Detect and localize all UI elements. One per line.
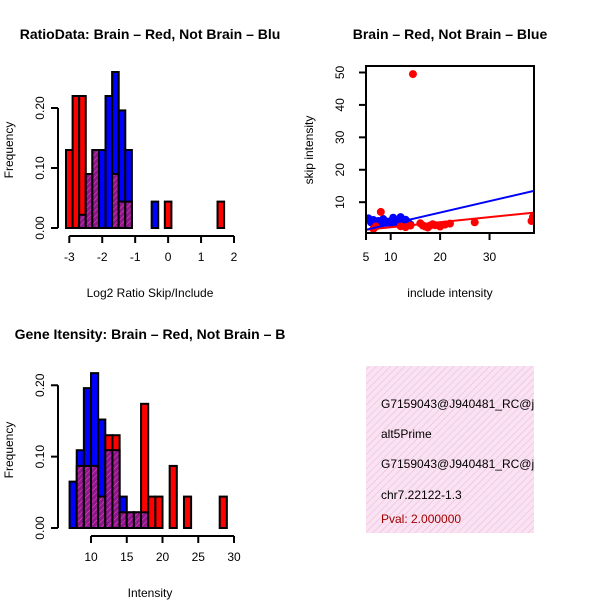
scatter-point-brain xyxy=(376,207,385,216)
scatter-chart-title: Brain – Red, Not Brain – Blue xyxy=(353,26,548,42)
ratio-bar-overlap-hatch xyxy=(86,175,92,227)
ratio-bar-overlap-hatch xyxy=(119,202,125,227)
scatter-x-tick-label: 30 xyxy=(483,250,497,264)
intensity-bar-overlap-hatch xyxy=(92,466,98,527)
scatter-y-axis-label: skip intensity xyxy=(302,116,316,185)
intensity-bar-brain xyxy=(218,495,228,530)
intensity-bar-overlap-hatch xyxy=(127,513,133,527)
intensity-bar-overlap-hatch xyxy=(113,451,119,527)
scatter-y-tick-label: 10 xyxy=(333,195,347,209)
ratio-x-tick-label: 2 xyxy=(231,250,238,264)
scatter-points xyxy=(366,70,534,233)
info-event-type: alt5Prime xyxy=(381,427,432,441)
info-probe-id-2: G7159043@J940481_RC@j_at xyxy=(381,457,551,471)
intensity-scatter: Brain – Red, Not Brain – Blue 5 10 20 30 10 2… xyxy=(302,26,547,300)
ratio-bar-overlap-hatch xyxy=(113,175,118,227)
ratio-x-tick-label: -2 xyxy=(97,250,108,264)
ratio-x-tick-label: 1 xyxy=(198,250,205,264)
scatter-axes: 5 10 20 30 10 20 30 40 50 xyxy=(333,65,497,264)
intensity-bar-overlap-hatch xyxy=(77,466,83,527)
scatter-x-tick-label: 10 xyxy=(384,250,398,264)
intensity-y-axis-label: Frequency xyxy=(2,422,16,479)
intensity-x-tick-label: 20 xyxy=(156,550,170,564)
ratio-bar-overlap-hatch xyxy=(93,151,98,227)
ratio-x-tick-label: -1 xyxy=(130,250,141,264)
intensity-bar-brain xyxy=(182,495,193,530)
scatter-y-tick-label: 40 xyxy=(333,98,347,112)
info-panel-background xyxy=(366,366,534,533)
intensity-histogram: Gene Itensity: Brain – Red, Not Brain – … xyxy=(2,326,285,600)
intensity-bar-overlap-hatch xyxy=(120,513,126,527)
scatter-x-tick-label: 5 xyxy=(363,250,370,264)
intensity-y-tick-label: 0.10 xyxy=(33,445,47,469)
ratio-chart-title: RatioData: Brain – Red, Not Brain – Blu xyxy=(20,26,281,42)
ratio-axes: -3 -2 -1 0 1 2 0.00 0.10 0.20 xyxy=(33,96,238,264)
scatter-x-axis-label: include intensity xyxy=(407,286,492,300)
scatter-y-tick-label: 30 xyxy=(333,130,347,144)
intensity-x-tick-label: 30 xyxy=(227,550,241,564)
scatter-y-tick-label: 50 xyxy=(333,65,347,79)
ratio-x-tick-label: -3 xyxy=(64,250,75,264)
scatter-fit-line-brain xyxy=(366,211,534,231)
ratio-bar-brain xyxy=(216,200,226,230)
scatter-fit-line-not-brain xyxy=(366,189,534,231)
ratio-bar-not-brain xyxy=(150,200,160,230)
intensity-bar-brain xyxy=(168,464,178,529)
ratio-y-tick-label: 0.00 xyxy=(33,216,47,240)
intensity-bar-overlap-hatch xyxy=(84,466,91,527)
scatter-point-brain xyxy=(470,218,479,227)
info-probe-id: G7159043@J940481_RC@j_at xyxy=(381,397,551,411)
intensity-x-axis-label: Intensity xyxy=(128,586,173,600)
intensity-axes: 10 15 20 25 30 0.00 0.10 0.20 xyxy=(33,373,241,564)
intensity-bars xyxy=(68,372,228,530)
ratio-bar-overlap-hatch xyxy=(126,202,131,227)
ratio-x-tick-label: 0 xyxy=(165,250,172,264)
intensity-bar-not-brain xyxy=(68,480,78,529)
intensity-bar-overlap-hatch xyxy=(134,513,141,527)
scatter-point-brain xyxy=(529,212,534,221)
ratio-y-tick-label: 0.10 xyxy=(33,156,47,180)
ratio-bars xyxy=(65,71,226,230)
intensity-chart-title: Gene Itensity: Brain – Red, Not Brain – … xyxy=(15,326,286,342)
intensity-bar-overlap-hatch xyxy=(99,497,105,527)
intensity-x-tick-label: 10 xyxy=(84,550,98,564)
info-location: chr7.22122-1.3 xyxy=(381,488,462,502)
intensity-x-tick-label: 25 xyxy=(192,550,206,564)
intensity-bar-brain xyxy=(147,495,157,530)
scatter-plot-box xyxy=(365,65,535,234)
intensity-bar-brain xyxy=(154,495,164,530)
intensity-y-tick-label: 0.20 xyxy=(33,373,47,397)
ratio-y-axis-label: Frequency xyxy=(2,122,16,179)
ratio-histogram: RatioData: Brain – Red, Not Brain – Blu … xyxy=(2,26,280,300)
intensity-bar-brain xyxy=(140,402,150,529)
scatter-y-tick-label: 20 xyxy=(333,163,347,177)
intensity-bar-overlap-hatch xyxy=(106,451,112,527)
info-pval: Pval: 2.000000 xyxy=(381,512,461,526)
info-panel: G7159043@J940481_RC@j_at alt5Prime G7159… xyxy=(366,366,551,533)
intensity-bar-overlap-hatch xyxy=(142,513,148,527)
ratio-bar-overlap-hatch xyxy=(80,215,85,227)
scatter-x-tick-label: 20 xyxy=(433,250,447,264)
intensity-x-tick-label: 15 xyxy=(120,550,134,564)
scatter-point-brain xyxy=(408,70,417,79)
ratio-bar-brain xyxy=(163,200,173,230)
ratio-x-axis-label: Log2 Ratio Skip/Include xyxy=(87,286,214,300)
ratio-y-tick-label: 0.20 xyxy=(33,96,47,120)
intensity-y-tick-label: 0.00 xyxy=(33,516,47,540)
